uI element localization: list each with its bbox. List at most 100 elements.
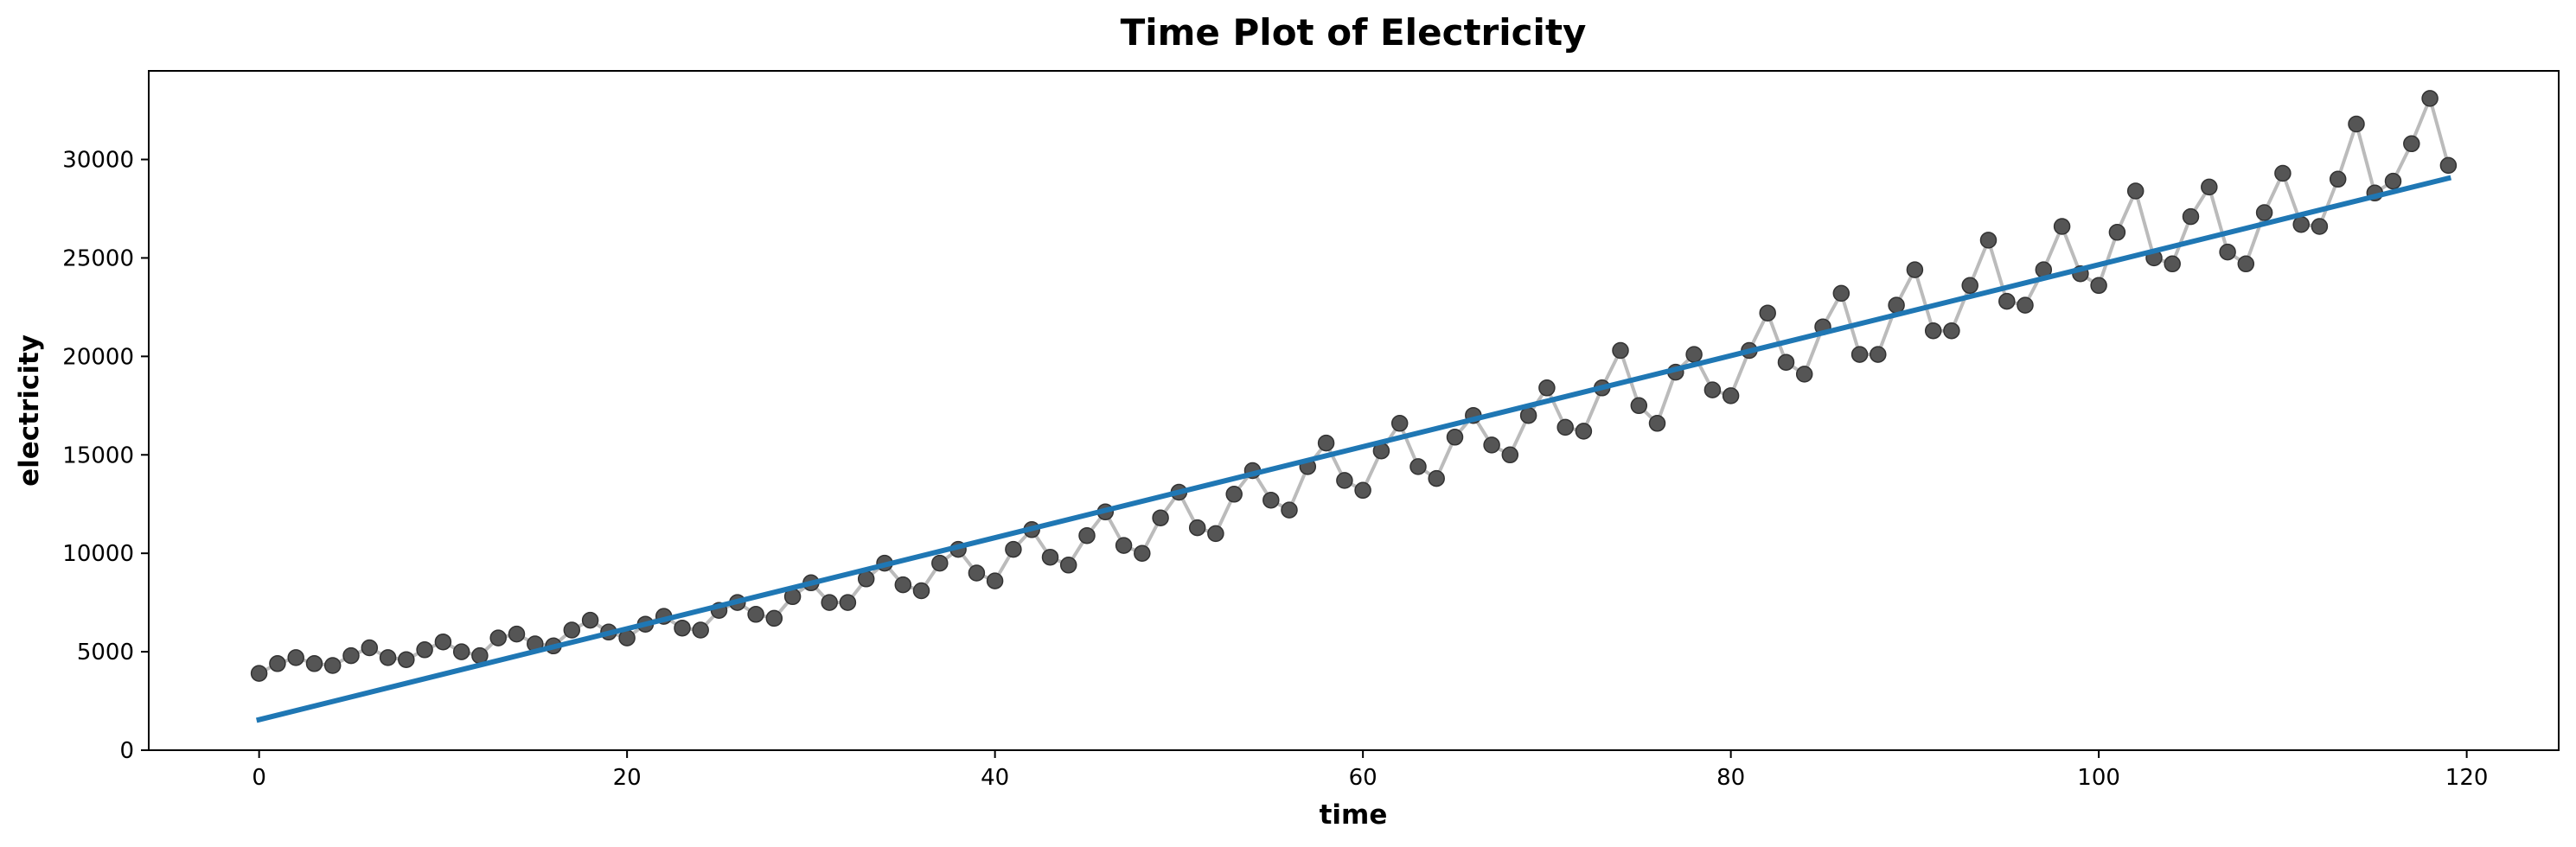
observed-point — [931, 554, 949, 572]
observed-point — [1870, 346, 1887, 363]
observed-point — [2421, 90, 2439, 107]
observed-point — [1979, 232, 1998, 249]
trend-line — [255, 175, 2452, 723]
observed-point — [2348, 115, 2365, 133]
observed-point — [2126, 182, 2145, 200]
observed-point — [2384, 172, 2402, 190]
y-tick-label: 10000 — [62, 541, 134, 567]
observed-point — [692, 621, 709, 639]
plot-area — [250, 90, 2458, 723]
observed-point — [1703, 381, 1722, 398]
observed-point — [1685, 346, 1703, 363]
y-tick-label: 5000 — [77, 640, 134, 666]
observed-point — [1188, 519, 1206, 537]
observed-point — [1943, 322, 1960, 340]
observed-point — [1354, 481, 1371, 500]
observed-point — [1722, 387, 1740, 404]
observed-point — [2292, 215, 2310, 233]
observed-point — [1519, 406, 1537, 424]
observed-point — [1556, 418, 1574, 436]
observed-point — [1575, 423, 1593, 440]
observed-point — [342, 646, 360, 665]
observed-point — [2311, 218, 2329, 235]
observed-series-line — [258, 96, 2451, 675]
observed-point — [563, 621, 581, 639]
observed-point — [1317, 434, 1335, 452]
observed-point — [2237, 255, 2255, 273]
observed-point — [250, 665, 268, 682]
observed-point — [1005, 540, 1022, 558]
x-tick-label: 120 — [2445, 765, 2489, 791]
observed-point — [894, 576, 912, 594]
observed-point — [361, 639, 379, 657]
observed-point — [2274, 164, 2292, 182]
observed-point — [1078, 526, 1096, 544]
observed-point — [1262, 491, 1280, 509]
observed-point — [2255, 204, 2273, 221]
observed-point — [1851, 346, 1869, 363]
y-tick-label: 15000 — [62, 443, 134, 468]
observed-point — [323, 657, 342, 674]
observed-point — [1041, 548, 1059, 566]
observed-point — [1134, 544, 1151, 562]
x-tick-label: 20 — [613, 765, 642, 791]
observed-point — [1777, 353, 1795, 371]
observed-point — [581, 611, 599, 629]
y-axis-label: electricity — [14, 334, 45, 487]
observed-point — [1759, 304, 1776, 322]
y-tick-label: 25000 — [62, 245, 134, 271]
observed-point — [912, 582, 930, 600]
observed-point — [1501, 446, 1519, 464]
observed-point — [674, 619, 691, 637]
x-tick-label: 80 — [1716, 765, 1745, 791]
observed-point — [1648, 415, 1666, 432]
observed-point — [1207, 525, 1224, 543]
observed-point — [1483, 436, 1500, 454]
observed-point — [1225, 486, 1243, 503]
observed-point — [1832, 284, 1851, 302]
observed-point — [968, 564, 986, 582]
observed-point — [2053, 218, 2071, 235]
observed-point — [2182, 207, 2200, 226]
chart-title: Time Plot of Electricity — [1121, 11, 1587, 54]
x-tick-label: 40 — [981, 765, 1009, 791]
observed-point — [1336, 472, 1353, 489]
observed-point — [1409, 458, 1427, 475]
observed-point — [1924, 322, 1942, 340]
observed-point — [2017, 296, 2034, 314]
plot-frame — [148, 70, 2560, 751]
observed-point — [2219, 243, 2236, 261]
observed-point — [821, 594, 838, 611]
y-tick-label: 0 — [119, 738, 134, 764]
observed-point — [2329, 170, 2347, 188]
observed-point — [1281, 501, 1298, 519]
observed-point — [287, 649, 304, 666]
observed-point — [1538, 379, 1556, 397]
observed-point — [1115, 537, 1133, 554]
observed-point — [986, 572, 1004, 589]
observed-point — [839, 594, 857, 611]
observed-point — [747, 606, 764, 623]
x-tick-label: 60 — [1349, 765, 1377, 791]
y-tick-label: 20000 — [62, 344, 134, 370]
observed-point — [508, 625, 526, 643]
observed-point — [1428, 469, 1445, 487]
observed-point — [416, 641, 433, 659]
observed-point — [398, 651, 415, 668]
observed-point — [1152, 509, 1169, 526]
observed-point — [489, 629, 507, 646]
observed-point — [2201, 178, 2218, 196]
observed-point — [379, 649, 397, 666]
observed-point — [1390, 415, 1409, 432]
x-axis: 0 20 40 60 80 100 120 — [252, 750, 2488, 791]
observed-point — [269, 655, 286, 672]
y-tick-label: 30000 — [62, 148, 134, 174]
observed-point — [2090, 277, 2107, 295]
observed-point — [2108, 224, 2126, 241]
observed-point — [1998, 292, 2016, 310]
observed-point — [1961, 277, 1978, 295]
observed-point — [1906, 261, 1924, 278]
observed-point — [305, 655, 323, 672]
observed-point — [434, 633, 452, 651]
